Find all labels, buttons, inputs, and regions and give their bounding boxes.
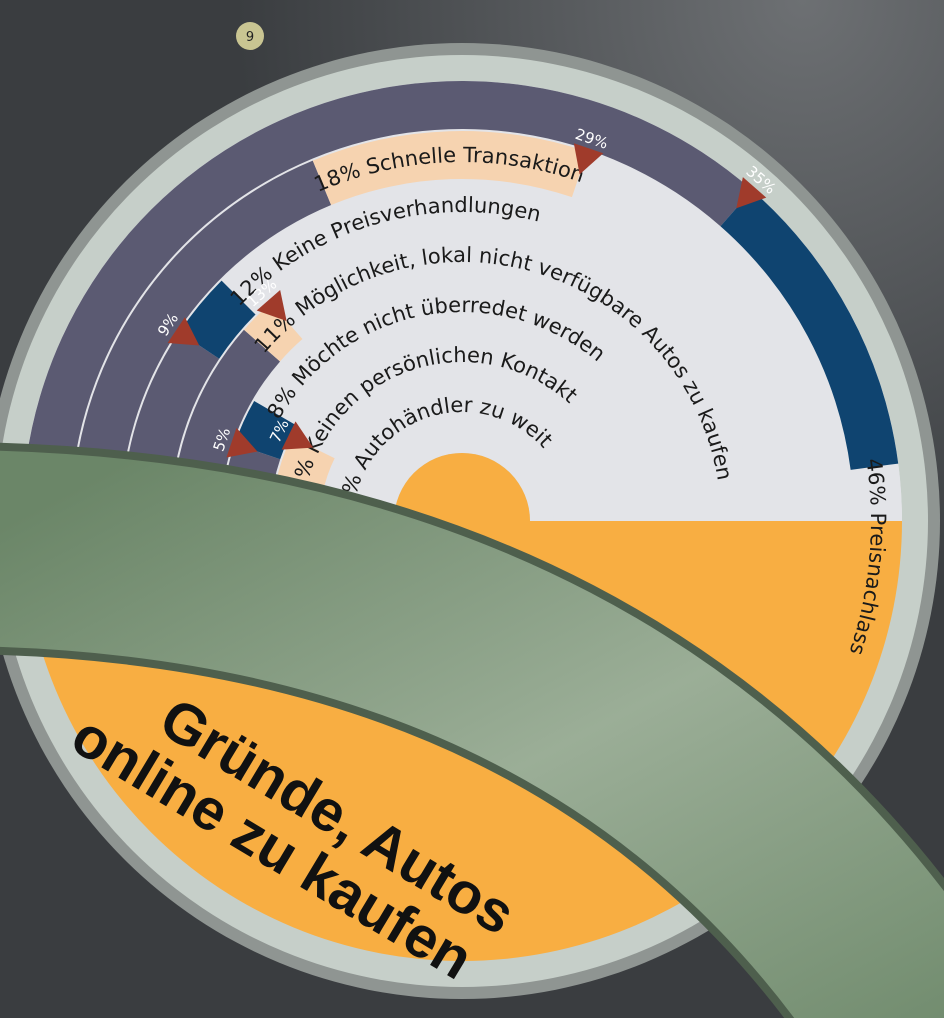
- excess-bar: [179, 280, 256, 359]
- center-disk: [394, 453, 530, 521]
- shortfall-bar: [243, 302, 303, 362]
- ring-track: [172, 231, 752, 521]
- page-number: 9: [246, 30, 254, 45]
- compare-marker: [256, 289, 287, 322]
- page-badge: [236, 22, 264, 50]
- ring-track: [222, 281, 702, 521]
- ring-track: [272, 331, 652, 521]
- base-bar: [22, 80, 753, 522]
- compare-marker: [736, 177, 767, 209]
- shortfall-bar: [312, 130, 588, 206]
- ring-track: [122, 181, 802, 521]
- compare-marker: [226, 427, 258, 458]
- compare-marker: [167, 317, 200, 346]
- steering-band-face: [0, 450, 944, 1018]
- excess-bar: [720, 190, 899, 470]
- compare-marker: [281, 421, 314, 450]
- compare-marker: [573, 143, 604, 175]
- ring-track: [322, 381, 602, 521]
